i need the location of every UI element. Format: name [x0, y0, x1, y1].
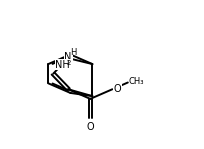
Text: O: O: [86, 122, 94, 132]
Text: CH₃: CH₃: [129, 77, 144, 86]
Text: NH: NH: [55, 60, 70, 70]
Text: H: H: [70, 48, 77, 57]
Text: 2: 2: [67, 60, 71, 66]
Text: N: N: [64, 52, 72, 62]
Text: O: O: [113, 84, 121, 94]
